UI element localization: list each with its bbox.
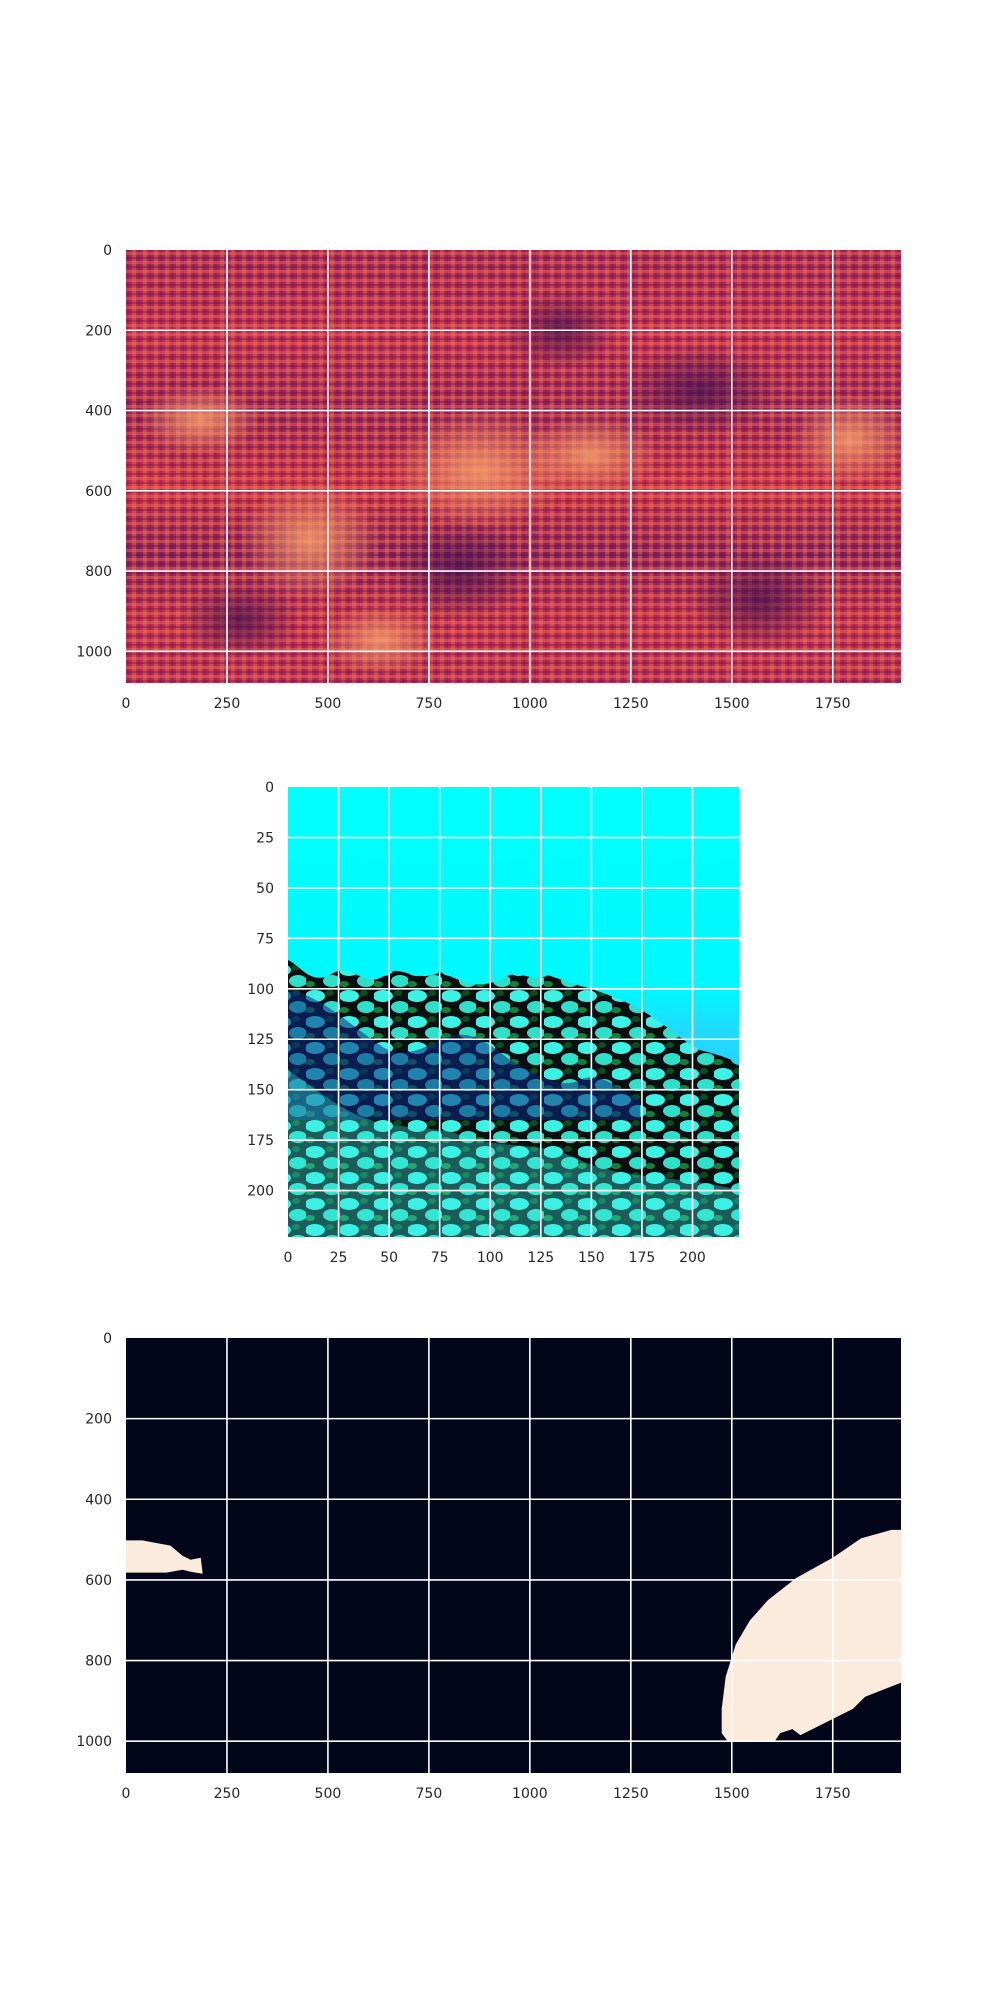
x-tick-label: 500 [315,696,342,712]
y-tick-label: 75 [256,931,274,947]
x-tick-label: 150 [578,1250,605,1266]
x-tick-label: 1000 [512,1786,548,1802]
x-tick-label: 750 [416,696,443,712]
y-tick-label: 200 [247,1184,274,1200]
y-tick-label: 600 [85,484,112,500]
heatmap-panel: 0 250 500 750 1000 1250 1500 1750 0 200 400 600 800 1… [76,243,901,712]
y-tick-label: 0 [103,1331,112,1347]
x-tick-label: 100 [477,1250,504,1266]
x-tick-label: 1250 [613,1786,649,1802]
x-tick-label: 250 [214,696,241,712]
y-tick-label: 0 [103,243,112,259]
y-tick-label: 200 [85,323,112,339]
x-tick-label: 1500 [714,1786,750,1802]
x-tick-label: 0 [284,1250,293,1266]
image-panel: 0 25 50 75 100 125 150 175 200 0 25 50 75 100 125 150 17… [247,780,739,1266]
x-tick-label: 200 [679,1250,706,1266]
x-tick-label: 1500 [714,696,750,712]
y-tick-label: 400 [85,1492,112,1508]
x-tick-label: 500 [315,1786,342,1802]
y-tick-label: 800 [85,564,112,580]
y-tick-label: 0 [265,780,274,796]
x-tick-label: 125 [527,1250,554,1266]
y-tick-label: 800 [85,1654,112,1670]
x-tick-label: 1000 [512,696,548,712]
mask-panel: 0 250 500 750 1000 1250 1500 1750 0 200 400 600 800 1… [76,1331,901,1802]
y-tick-label: 400 [85,404,112,420]
y-tick-label: 1000 [76,644,112,660]
y-tick-label: 100 [247,982,274,998]
x-tick-label: 0 [122,696,131,712]
x-tick-label: 1750 [815,696,851,712]
x-tick-label: 0 [122,1786,131,1802]
x-tick-label: 50 [380,1250,398,1266]
mask-region-right [721,1529,901,1742]
y-tick-label: 50 [256,881,274,897]
y-tick-label: 175 [247,1133,274,1149]
x-tick-label: 175 [629,1250,656,1266]
x-tick-label: 750 [416,1786,443,1802]
x-tick-label: 250 [214,1786,241,1802]
x-tick-label: 1250 [613,696,649,712]
x-tick-label: 75 [431,1250,449,1266]
mask-region-left [126,1540,203,1574]
x-tick-label: 1750 [815,1786,851,1802]
y-tick-label: 25 [256,830,274,846]
y-tick-label: 125 [247,1032,274,1048]
y-tick-label: 150 [247,1083,274,1099]
y-tick-label: 600 [85,1573,112,1589]
x-tick-label: 25 [330,1250,348,1266]
y-tick-label: 1000 [76,1734,112,1750]
y-tick-label: 200 [85,1412,112,1428]
